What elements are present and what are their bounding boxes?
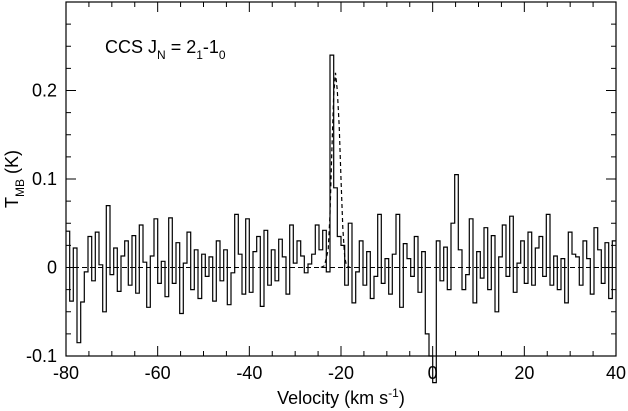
tick-labels: -80 -60 -40 -20 0 20 40-0.100.10.2 [26,81,626,384]
axis-ticks [65,2,617,357]
y-axis-title: TMB (K) [2,150,27,208]
spectrum-step-line [66,54,616,384]
x-tick-label: -20 [328,363,354,383]
x-tick-label: -80 [53,363,79,383]
x-tick-label: -40 [236,363,262,383]
y-tick-label: 0.1 [32,169,57,189]
series-layer [66,54,616,384]
y-tick-label: 0.2 [32,81,57,101]
y-tick-label: 0 [47,258,57,278]
x-tick-label: 40 [606,363,626,383]
gaussian-fit-line [320,72,351,269]
x-tick-label: 20 [514,363,534,383]
y-tick-label: -0.1 [26,346,57,366]
line-annotation: CCS JN = 21-10 [105,37,226,62]
x-tick-label: -60 [145,363,171,383]
x-axis-title: Velocity (km s-1) [277,386,405,408]
